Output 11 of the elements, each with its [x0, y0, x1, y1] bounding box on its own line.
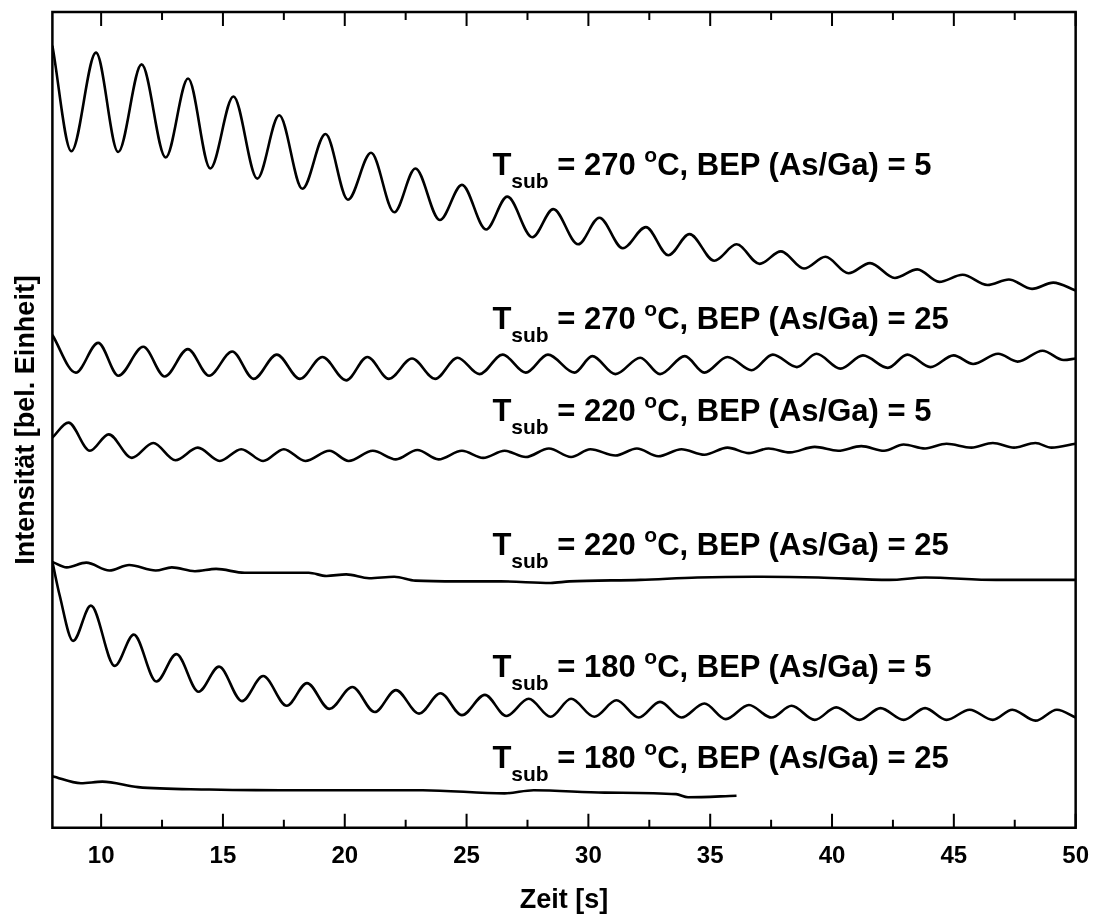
x-tick-label: 50 [1062, 840, 1089, 868]
x-tick-label: 45 [940, 840, 968, 868]
x-tick-label: 25 [453, 840, 480, 868]
x-tick-label: 35 [696, 840, 724, 868]
x-tick-label: 30 [575, 840, 602, 868]
x-axis-title: Zeit [s] [519, 884, 609, 915]
x-tick-label: 15 [209, 840, 237, 868]
x-tick-label: 20 [331, 840, 359, 868]
y-axis-title: Intensität [bel. Einheit] [9, 275, 40, 565]
x-tick-label: 40 [818, 840, 846, 868]
x-tick-label: 10 [87, 840, 115, 868]
